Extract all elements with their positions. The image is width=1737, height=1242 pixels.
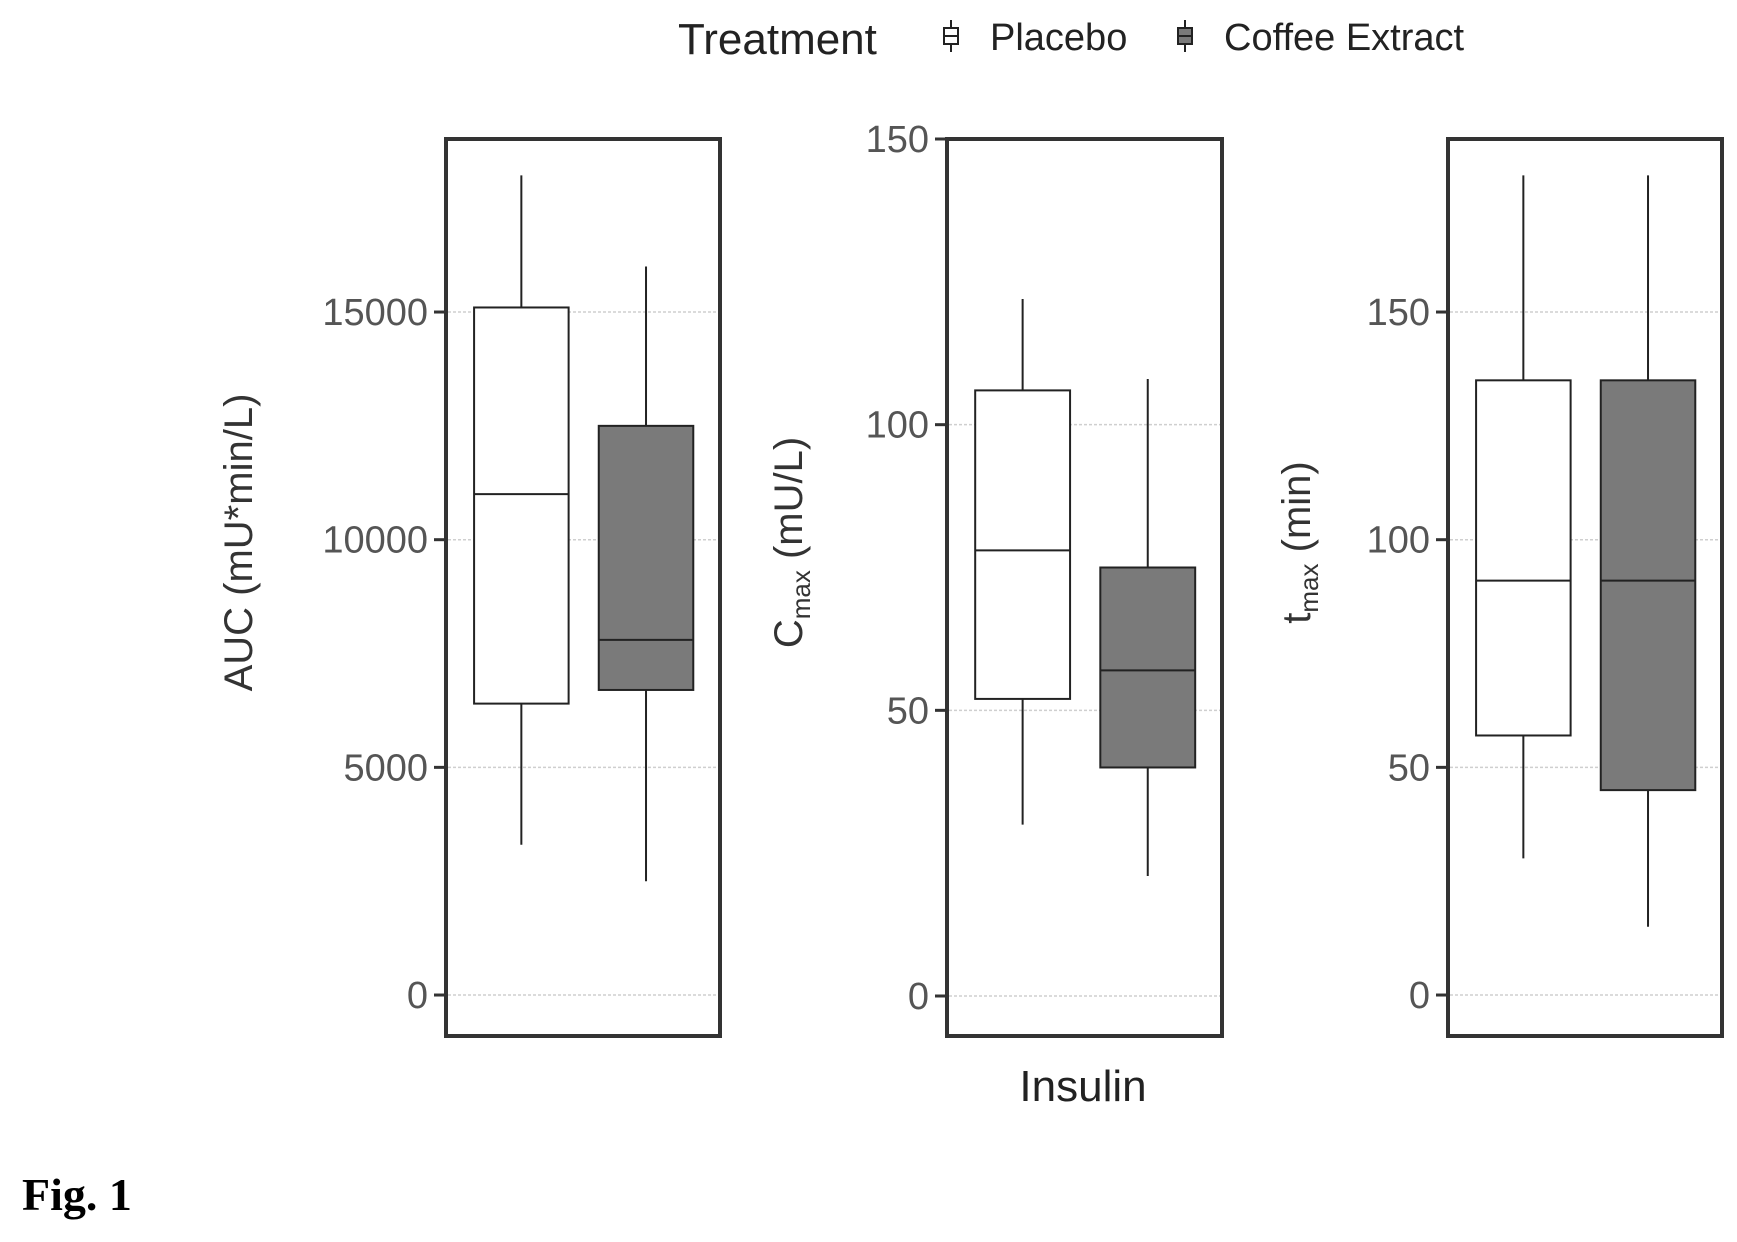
box [974, 389, 1072, 700]
box [1099, 566, 1197, 769]
y-tick-label: 0 [407, 975, 428, 1017]
y-axis-label: Cmax (mU/L) [767, 437, 816, 648]
panel-cmax: 0 50 100 150 Cmax (mU/L) [767, 119, 1224, 1038]
y-tick-label: 100 [1367, 520, 1430, 562]
y-axis-label-main: t [1275, 613, 1319, 624]
figure-label: Fig. 1 [22, 1169, 132, 1220]
y-tick-label: 50 [887, 690, 929, 732]
y-axis-label-subscript: max [786, 570, 816, 619]
box [597, 424, 695, 691]
legend-label-placebo: Placebo [990, 17, 1127, 59]
y-tick-label: 5000 [343, 747, 428, 789]
y-tick-label: 15000 [322, 292, 428, 334]
y-tick-label: 0 [908, 976, 929, 1018]
y-axis-label-unit: (mU/L) [767, 437, 811, 570]
x-axis-label: Insulin [1019, 1062, 1146, 1111]
legend-key-placebo [943, 20, 959, 52]
y-axis-label-subscript: max [1294, 563, 1324, 612]
legend-title: Treatment [678, 15, 877, 64]
y-tick-label: 10000 [322, 520, 428, 562]
box [473, 306, 570, 705]
y-tick-label: 150 [1367, 292, 1430, 334]
box [1475, 379, 1572, 737]
legend: Treatment Placebo Coffee Extract [678, 15, 1465, 64]
legend-key-coffee-extract [1177, 20, 1193, 52]
legend-label-coffee-extract: Coffee Extract [1224, 17, 1465, 59]
y-tick-label: 0 [1409, 975, 1430, 1017]
y-axis-label: AUC (mU*min/L) [217, 394, 261, 692]
y-tick-label: 50 [1388, 747, 1430, 789]
y-tick-label: 100 [866, 405, 929, 447]
panel-frame [1446, 137, 1724, 1038]
box [1599, 379, 1697, 792]
y-axis-label: tmax (min) [1275, 461, 1324, 623]
panel-frame [444, 137, 722, 1038]
panel-auc: 0 5000 10000 15000 AUC (mU*min/L) [217, 137, 722, 1038]
y-axis-label-unit: (min) [1275, 461, 1319, 563]
y-tick-label: 150 [866, 119, 929, 161]
panel-tmax: 0 50 100 150 tmax (min) [1275, 137, 1724, 1038]
y-axis-label-main: C [767, 619, 811, 648]
panel-frame [945, 137, 1224, 1038]
